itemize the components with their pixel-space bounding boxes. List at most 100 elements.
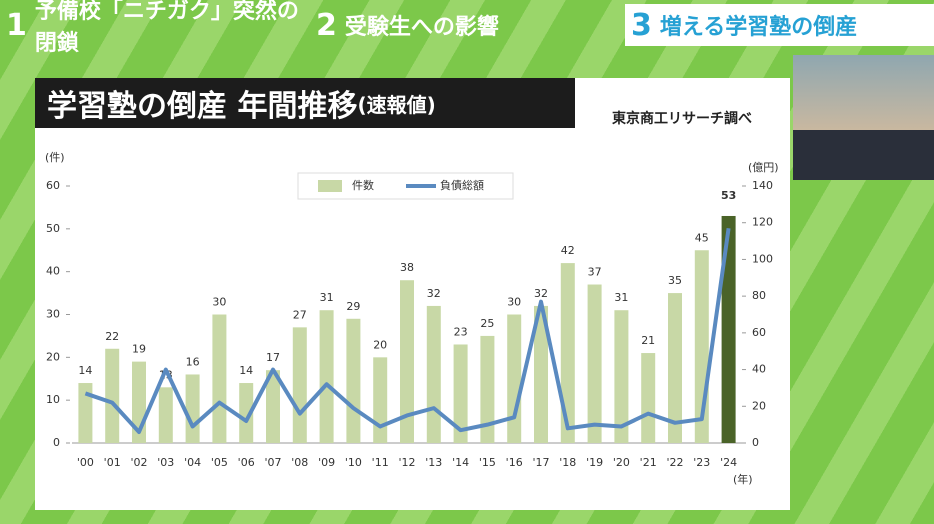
bar (560, 263, 575, 443)
y2-tick-label: 80 (752, 289, 766, 302)
y-tick-label: 0 (53, 436, 60, 449)
y2-tick-label: 60 (752, 326, 766, 339)
data-label: 14 (239, 364, 253, 377)
x-tick-label: '16 (506, 456, 523, 469)
bar (400, 280, 414, 443)
data-label: 32 (427, 287, 441, 300)
data-label: 20 (373, 338, 387, 351)
bar (480, 335, 495, 443)
y-axis-label: (件) (45, 151, 65, 164)
y2-tick-label: 40 (752, 363, 766, 376)
x-tick-label: '13 (425, 456, 442, 469)
tab-number: 1 (6, 7, 27, 43)
data-label: 45 (695, 231, 709, 244)
bar (668, 293, 682, 443)
data-label: 21 (641, 334, 655, 347)
bar (614, 310, 629, 443)
bar (105, 348, 120, 443)
y-tick-label: 20 (46, 350, 60, 363)
x-tick-label: '09 (318, 456, 335, 469)
y-tick-label: 30 (46, 308, 60, 321)
x-tick-label: '17 (532, 456, 549, 469)
data-label: 29 (346, 300, 360, 313)
x-tick-label: '11 (372, 456, 389, 469)
data-label: 17 (266, 351, 280, 364)
bar (292, 327, 307, 443)
data-label: 35 (668, 274, 682, 287)
tab: 2 受験生への影響 (310, 4, 615, 46)
chart-title: 学習塾の倒産 年間推移 (47, 89, 358, 124)
y2-tick-label: 120 (752, 216, 773, 229)
tab-number: 2 (316, 7, 337, 43)
x-tick-label: '24 (720, 456, 737, 469)
x-tick-label: '23 (693, 456, 710, 469)
data-label: 31 (320, 291, 334, 304)
data-label: 42 (561, 244, 575, 257)
data-label: 53 (721, 189, 736, 202)
data-label: 19 (132, 343, 146, 356)
x-tick-label: '12 (398, 456, 415, 469)
y-tick-label: 10 (46, 393, 60, 406)
data-label: 30 (212, 296, 226, 309)
y2-tick-label: 0 (752, 436, 759, 449)
x-tick-label: '07 (264, 456, 281, 469)
data-label: 22 (105, 330, 119, 343)
bar (426, 305, 441, 443)
legend-label: 件数 (352, 179, 374, 192)
x-tick-label: '06 (238, 456, 255, 469)
bar (587, 284, 602, 443)
data-label: 14 (78, 364, 92, 377)
x-tick-label: '03 (157, 456, 174, 469)
bar (158, 387, 173, 443)
presenter-video (793, 55, 934, 180)
tab-label: 予備校「ニチガク」突然の閉鎖 (34, 0, 299, 56)
data-label: 16 (186, 355, 200, 368)
bar (641, 353, 656, 443)
y-tick-label: 60 (46, 179, 60, 192)
y2-tick-label: 140 (752, 179, 773, 192)
tab-number: 3 (631, 7, 652, 43)
x-tick-label: '18 (559, 456, 576, 469)
line (84, 227, 731, 434)
y2-axis-label: (億円) (748, 161, 779, 174)
source: 東京商工リサーチ調べ (612, 111, 752, 127)
tab: 3 増える学習塾の倒産 (625, 4, 934, 46)
bar (239, 383, 254, 443)
x-tick-label: '04 (184, 456, 201, 469)
x-tick-label: '02 (130, 456, 147, 469)
bar (185, 374, 200, 443)
bar (212, 314, 227, 443)
data-label: 25 (480, 317, 494, 330)
y-tick-label: 40 (46, 265, 60, 278)
bar (534, 305, 548, 443)
data-label: 23 (454, 325, 468, 338)
legend-label: 負債総額 (440, 178, 484, 192)
y2-tick-label: 100 (752, 252, 773, 265)
bar (266, 370, 280, 443)
x-tick-label: '15 (479, 456, 496, 469)
bar (721, 215, 736, 443)
x-tick-label: '19 (586, 456, 603, 469)
bar (319, 310, 334, 443)
tab: 1 予備校「ニチガク」突然の閉鎖 (0, 0, 300, 56)
bar (346, 318, 361, 443)
data-label: 37 (588, 266, 602, 279)
chart-title-note: (速報値) (357, 92, 436, 117)
x-tick-label: '05 (211, 456, 228, 469)
y-tick-label: 50 (46, 222, 60, 235)
bar (453, 344, 468, 443)
x-tick-label: '01 (104, 456, 121, 469)
tab-label: 増える学習塾の倒産 (659, 15, 858, 40)
x-tick-label: '20 (613, 456, 630, 469)
data-label: 30 (507, 296, 521, 309)
bar (78, 383, 93, 443)
bar (373, 357, 388, 443)
data-label: 27 (293, 308, 307, 321)
x-tick-label: '00 (77, 456, 94, 469)
tab-label: 受験生への影響 (344, 15, 499, 40)
data-label: 32 (534, 287, 548, 300)
legend-swatch (318, 180, 342, 192)
x-tick-label: '14 (452, 456, 469, 469)
